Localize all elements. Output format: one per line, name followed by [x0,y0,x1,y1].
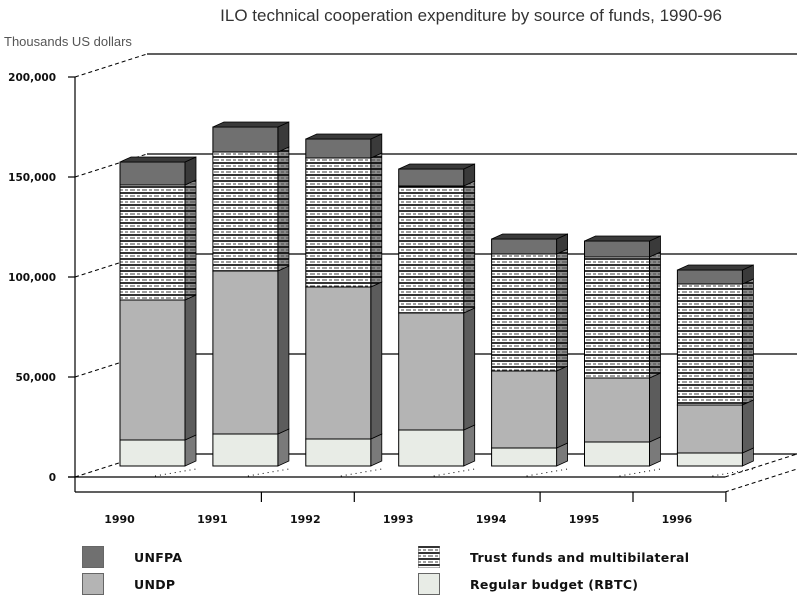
bar-segment-trust-funds-and-multibilateral-side [463,180,476,314]
bar-segment-regular-budget-rbtc [212,433,279,467]
bar-segment-unfpa [584,240,650,258]
bar-segment-trust-funds-and-multibilateral [676,283,743,406]
y-axis: 0 50,000 100,000 150,000 200,000 [8,72,75,484]
bar-segment-undp [584,377,650,443]
x-tick-label: 1995 [569,513,600,526]
bar-segment-trust-funds-and-multibilateral-side [184,179,197,301]
bar-top [584,235,661,242]
bar-stack-1992 [305,133,383,477]
bar-segment-trust-funds-and-multibilateral-side [277,146,290,272]
bar-segment-regular-budget-rbtc [676,452,743,467]
bar-top [677,264,754,271]
bar-top [119,156,197,163]
chart-title: ILO technical cooperation expenditure by… [220,6,722,25]
bar-segment-trust-funds-and-multibilateral [398,185,465,314]
bar-segment-trust-funds-and-multibilateral-side [370,152,383,288]
bar-segment-trust-funds-and-multibilateral-side [649,251,661,379]
gridline-depth [74,153,148,178]
bar-segment-trust-funds-and-multibilateral [212,151,279,272]
bar-segment-unfpa [212,126,279,153]
x-tick-label: 1991 [197,513,228,526]
bar-segment-regular-budget-rbtc [119,439,186,467]
gridline-depth [74,53,148,78]
x-tick-label: 1993 [383,513,414,526]
bar-top [305,133,382,140]
bar-segment-trust-funds-and-multibilateral [305,157,372,288]
x-axis: 1990 1991 1992 1993 1994 1995 1996 [104,492,727,526]
bar-segment-regular-budget-rbtc [398,429,465,467]
bar-stack-1994 [491,233,568,477]
bar-segment-regular-budget-rbtc [584,441,650,467]
bar-shadow [340,468,382,477]
bar-segment-undp-side [649,372,661,443]
gridline-depth [74,453,148,478]
bar-segment-unfpa [119,161,186,186]
bar-segment-undp-side [370,281,383,440]
bar-segment-unfpa [676,269,743,285]
bar-top [212,121,290,128]
bar-segment-regular-budget-rbtc [491,447,558,467]
bar-segment-undp-side [277,265,290,435]
base-right-edge [724,468,798,493]
y-tick-label: 150,000 [8,172,56,184]
bar-stack-1990 [119,156,197,477]
bar-segment-unfpa [305,138,372,159]
y-tick-label: 0 [49,472,56,484]
bar-shadow [526,468,568,477]
bar-segment-trust-funds-and-multibilateral [491,253,558,372]
bar-shadow [619,468,661,477]
gridline-depth [74,253,148,278]
bar-segment-undp-side [742,399,754,454]
bar-segment-undp-side [184,294,197,441]
y-axis-label: Thousands US dollars [4,34,132,49]
y-tick-label: 200,000 [8,72,56,84]
bar-segment-unfpa [398,168,465,187]
x-tick-label: 1994 [476,513,507,526]
bar-stack-1995 [584,235,661,477]
bar-segment-undp [398,312,465,431]
bar-segment-undp [305,286,372,440]
bar-shadow [712,468,754,477]
bar-segment-regular-budget-rbtc-side [370,433,383,467]
gridline-depth [74,353,148,378]
bar-segment-undp-side [556,365,568,449]
bar-segment-undp-side [463,307,476,431]
bar-shadow [154,468,197,477]
bar-segment-undp [491,370,558,449]
y-tick-label: 100,000 [8,272,56,284]
bar-stack-1991 [212,121,290,477]
bar-top [398,163,475,170]
bar-segment-trust-funds-and-multibilateral [584,256,650,379]
x-tick-label: 1996 [662,513,693,526]
bar-segment-undp [676,404,743,454]
x-tick-label: 1992 [290,513,321,526]
bar-segment-unfpa [491,238,558,255]
bar-segment-trust-funds-and-multibilateral [119,184,186,301]
bar-segment-regular-budget-rbtc-side [463,424,476,467]
floor-right-edge [724,453,798,478]
bar-segment-trust-funds-and-multibilateral-side [742,278,754,406]
bar-stack-1993 [398,163,476,477]
bar-segment-trust-funds-and-multibilateral-side [556,248,568,372]
bar-shadow [433,468,475,477]
y-tick-label: 50,000 [15,372,56,384]
bar-stack-1996 [676,264,754,477]
bar-segment-undp [212,270,279,435]
bar-shadow [247,468,289,477]
bar-segment-undp [119,299,186,441]
bar-top [491,233,568,240]
x-tick-label: 1990 [104,513,135,526]
bar-segment-regular-budget-rbtc-side [277,428,290,467]
bar-segment-regular-budget-rbtc [305,438,372,467]
bars [119,121,754,477]
